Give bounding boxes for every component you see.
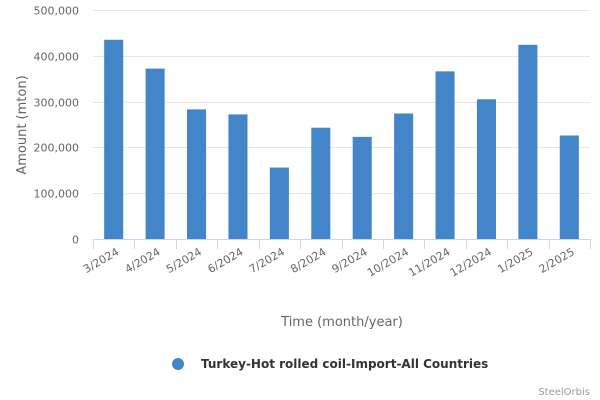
bar[interactable] [394, 113, 414, 239]
y-axis-title: Amount (mton) [15, 75, 30, 174]
x-tick-label: 11/2024 [406, 245, 452, 279]
credits-label[interactable]: SteelOrbis [538, 387, 590, 398]
bar[interactable] [559, 135, 579, 239]
bar[interactable] [269, 167, 289, 239]
y-tick-label: 200,000 [34, 142, 80, 155]
x-tick-label: 4/2024 [123, 245, 163, 276]
x-tick-label: 2/2025 [537, 245, 577, 276]
x-tick-label: 9/2024 [330, 245, 370, 276]
x-tick-label: 3/2024 [81, 245, 121, 276]
x-tick-label: 5/2024 [164, 245, 204, 276]
y-tick-label: 300,000 [34, 97, 80, 110]
x-tick-label: 10/2024 [365, 245, 411, 279]
y-tick-label: 0 [72, 234, 79, 247]
bar[interactable] [187, 109, 207, 239]
bars [104, 39, 579, 240]
bar[interactable] [228, 114, 248, 239]
bar[interactable] [311, 127, 331, 239]
x-tick-label: 7/2024 [247, 245, 287, 276]
y-axis-ticks: 0 100,000 200,000 300,000 400,000 500,000 [34, 5, 80, 247]
bar[interactable] [352, 136, 372, 239]
x-tick-label: 12/2024 [448, 245, 494, 279]
y-tick-label: 400,000 [34, 51, 80, 64]
grid-lines [93, 10, 590, 194]
x-tick-label: 8/2024 [288, 245, 328, 276]
bar[interactable] [104, 39, 124, 239]
x-axis-ticks: 3/2024 4/2024 5/2024 6/2024 7/2024 8/2024 9/20… [81, 239, 591, 279]
bar[interactable] [518, 44, 538, 240]
bar[interactable] [476, 99, 496, 239]
x-tick-label: 6/2024 [205, 245, 245, 276]
y-tick-label: 500,000 [34, 5, 80, 18]
x-tick-label: 1/2025 [495, 245, 535, 276]
y-tick-label: 100,000 [34, 188, 80, 201]
legend-label: Turkey-Hot rolled coil-Import-All Countr… [201, 357, 488, 371]
legend-marker [172, 358, 184, 370]
bar[interactable] [145, 68, 165, 240]
bar[interactable] [435, 71, 455, 240]
legend[interactable]: Turkey-Hot rolled coil-Import-All Countr… [172, 357, 488, 371]
x-axis-title: Time (month/year) [280, 315, 403, 330]
